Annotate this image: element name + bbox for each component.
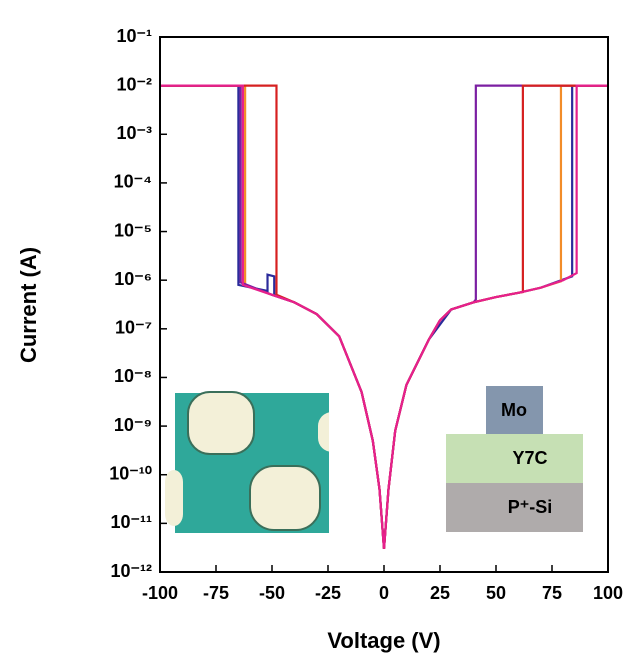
y-tick-label: 10⁻⁸ — [114, 366, 152, 386]
y-tick-label: 10⁻¹² — [110, 561, 152, 581]
photo-inset — [165, 388, 349, 538]
y-tick-label: 10⁻² — [116, 74, 152, 94]
x-tick-label: 75 — [542, 583, 562, 603]
x-tick-label: 0 — [379, 583, 389, 603]
y-tick-label: 10⁻⁹ — [114, 415, 152, 435]
x-tick-label: 25 — [430, 583, 450, 603]
y-tick-label: 10⁻¹⁰ — [109, 463, 152, 483]
x-tick-label: -50 — [259, 583, 285, 603]
y-tick-label: 10⁻¹ — [116, 26, 152, 46]
y-tick-label: 10⁻¹¹ — [110, 512, 152, 532]
x-tick-label: -75 — [203, 583, 229, 603]
layer-label: P⁺-Si — [508, 497, 553, 517]
layer-label: Mo — [501, 400, 527, 420]
y-tick-label: 10⁻⁵ — [114, 220, 152, 240]
x-tick-label: -100 — [142, 583, 178, 603]
x-tick-label: 50 — [486, 583, 506, 603]
y-tick-label: 10⁻⁴ — [114, 172, 152, 192]
layer-label: Y7C — [512, 448, 547, 468]
y-axis-title: Current (A) — [16, 247, 41, 363]
y-tick-label: 10⁻⁶ — [114, 269, 152, 289]
chart: Mo Y7C P⁺-Si Voltage (V) Current (A) 10⁻… — [0, 0, 641, 664]
x-tick-label: 100 — [593, 583, 623, 603]
x-axis-title: Voltage (V) — [327, 628, 440, 653]
x-tick-label: -25 — [315, 583, 341, 603]
y-tick-label: 10⁻³ — [116, 123, 152, 143]
y-tick-label: 10⁻⁷ — [115, 318, 152, 338]
